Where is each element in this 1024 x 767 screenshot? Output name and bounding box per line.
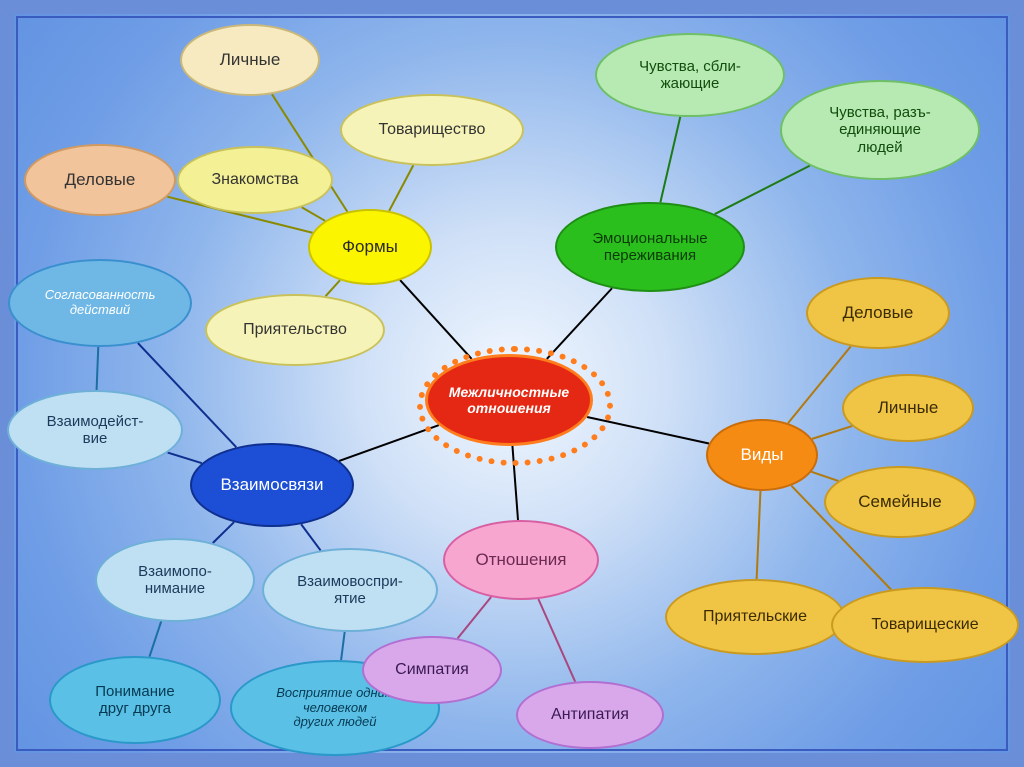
node-chuv_raz: Чувства, разъ- единяющие людей [780,80,980,180]
node-chuv_sbl: Чувства, сбли- жающие [595,33,785,117]
edge-vidy-semeyn [811,472,838,481]
node-central: Межличностные отношения [425,354,593,446]
edge-vzaimov-vospr [341,632,345,660]
node-vidy: Виды [706,419,818,491]
node-priyat: Приятельство [205,294,385,366]
edge-central-relations [339,425,439,461]
edge-central-otnosh [512,446,518,520]
edge-forms-tovar [389,165,413,211]
edge-emotions-chuv_sbl [660,117,680,202]
node-vzaimov: Взаимовоспри- ятие [262,548,438,632]
node-semeyn: Семейные [824,466,976,538]
edge-vzaimop-ponim [149,621,161,656]
node-emotions: Эмоциональные переживания [555,202,745,292]
edge-otnosh-antipat [538,599,575,682]
edge-otnosh-simpat [458,597,492,638]
node-vzaimod: Взаимодейст- вие [7,390,183,470]
edge-central-emotions [547,288,612,359]
node-delovye2: Деловые [806,277,950,349]
node-delovye1: Деловые [24,144,176,216]
edge-emotions-chuv_raz [715,166,810,214]
diagram-frame: Межличностные отношения Формы Эмоциональны… [0,0,1024,767]
edge-central-forms [400,280,471,359]
edge-vidy-delovye2 [788,346,851,423]
edge-relations-vzaimod [168,453,202,464]
edge-forms-znakom [302,207,325,221]
node-ponim: Понимание друг друга [49,656,221,744]
edge-forms-priyat [326,280,340,296]
edge-vidy-lichnye2 [812,426,852,439]
edge-relations-vzaimop [213,522,234,543]
node-priyatsk: Приятельские [665,579,845,655]
edge-central-vidy [587,417,709,443]
node-forms: Формы [308,209,432,285]
node-antipat: Антипатия [516,681,664,749]
node-tovar: Товарищество [340,94,524,166]
node-znakom: Знакомства [177,146,333,214]
node-simpat: Симпатия [362,636,502,704]
node-soglas: Согласованность действий [8,259,192,347]
edge-vidy-priyatsk [757,491,761,579]
edge-soglas-vzaimod [97,347,99,390]
node-lichnye1: Личные [180,24,320,96]
node-tovarish: Товарищеские [831,587,1019,663]
edge-relations-vzaimov [301,524,320,550]
node-otnosh: Отношения [443,520,599,600]
node-relations: Взаимосвязи [190,443,354,527]
node-lichnye2: Личные [842,374,974,442]
node-vzaimop: Взаимопо- нимание [95,538,255,622]
